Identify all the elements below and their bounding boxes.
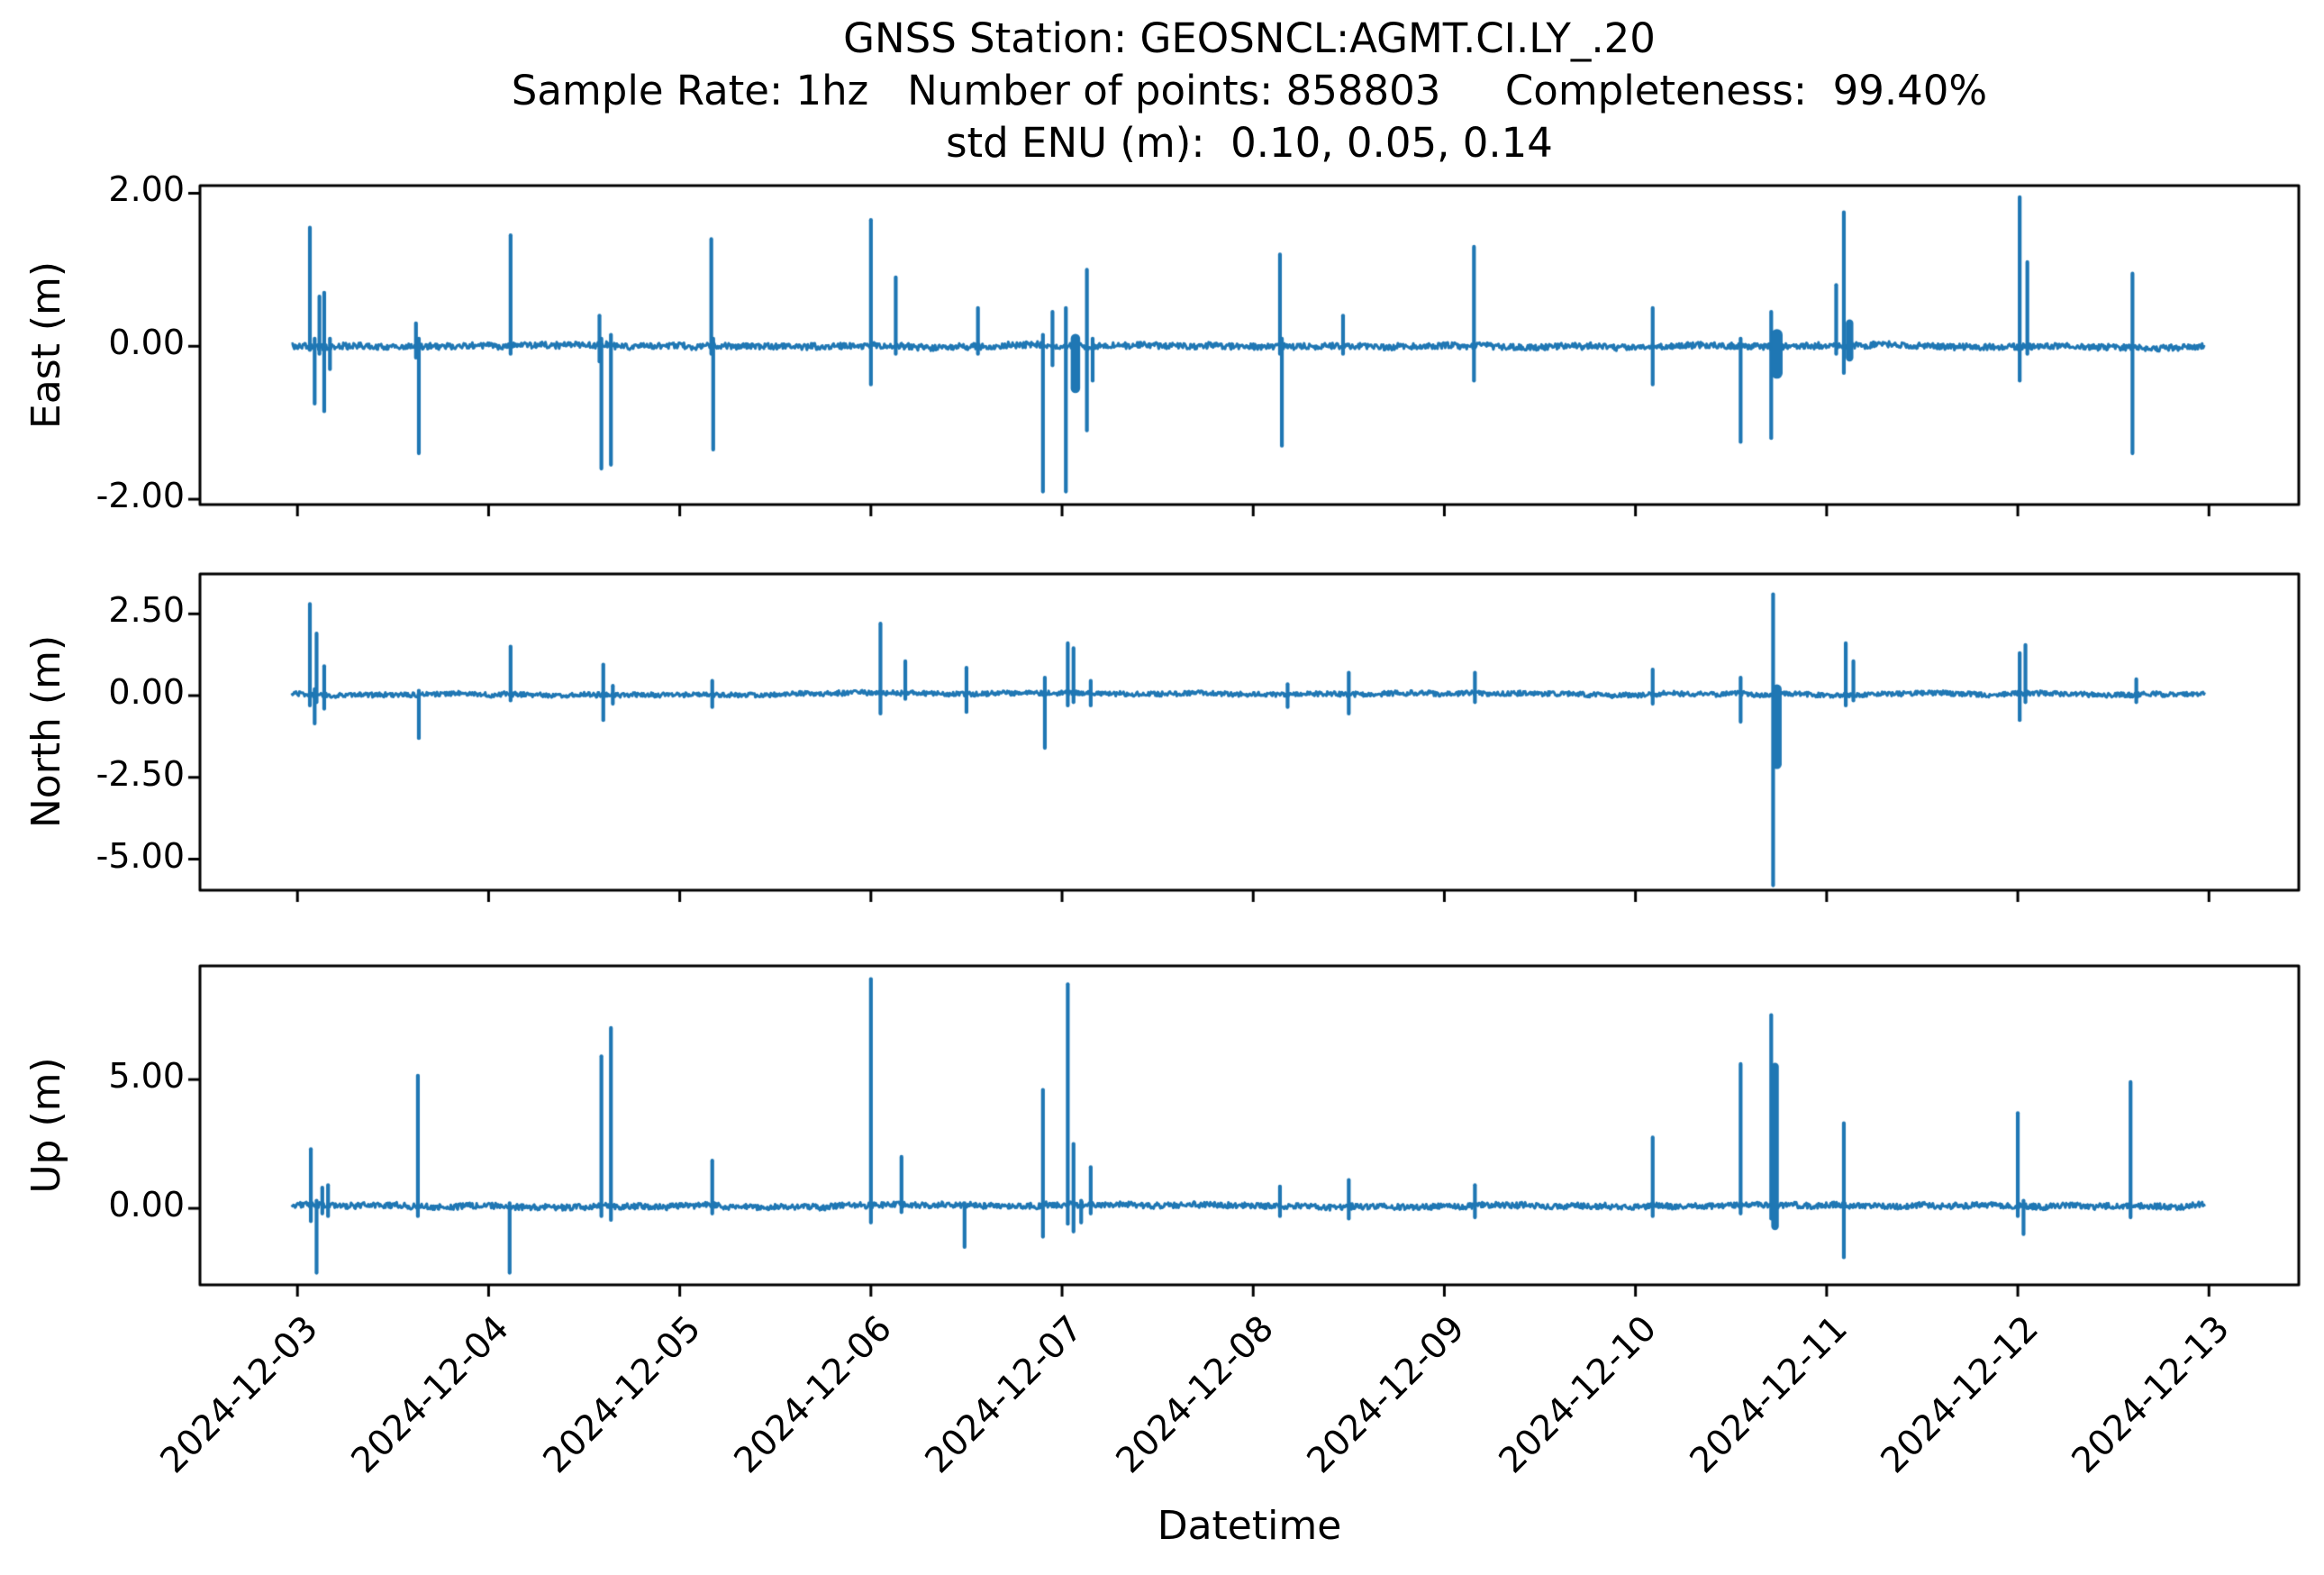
up-plot-area [200,966,2299,1285]
up-ytick-label: 0.00 [108,1185,185,1225]
east-plot-area [200,186,2299,505]
north-ytick-label: 0.00 [108,672,185,713]
east-ytick-label: 2.00 [108,169,185,210]
east-ytick-label: 0.00 [108,323,185,363]
north-ytick-label: 2.50 [108,590,185,631]
x-axis-label: Datetime [1157,1503,1342,1549]
figure-title-line-1: GNSS Station: GEOSNCL:AGMT.CI.LY_.20 [843,14,1656,62]
up-axis-label: Up (m) [23,1057,69,1194]
up-ytick-label: 5.00 [108,1056,185,1097]
figure-title-line-2: Sample Rate: 1hz Number of points: 85880… [511,67,1988,114]
north-plot-area [200,574,2299,890]
north-ytick-label: -2.50 [95,753,185,794]
figure-title-line-3: std ENU (m): 0.10, 0.05, 0.14 [946,119,1553,167]
north-ytick-label: -5.00 [95,835,185,876]
east-ytick-label: -2.00 [95,476,185,516]
